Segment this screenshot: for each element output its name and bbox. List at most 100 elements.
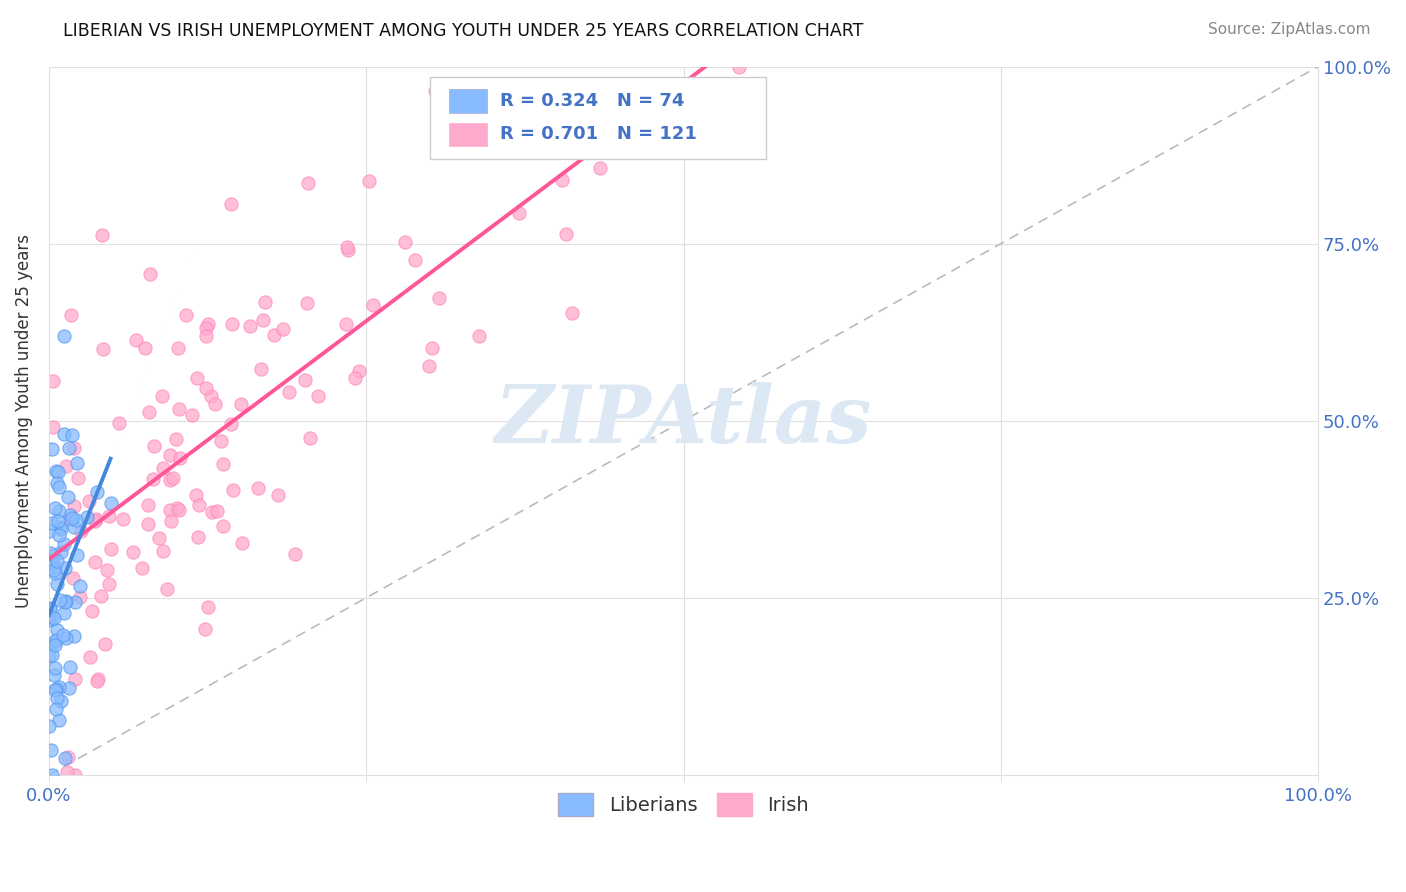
Point — [307, 389, 329, 403]
Point — [155, 582, 177, 596]
Point — [96, 562, 118, 576]
Point — [52, 628, 75, 642]
Point — [167, 503, 190, 517]
Point — [294, 373, 316, 387]
Point — [62, 571, 84, 585]
Point — [298, 431, 321, 445]
Point — [44, 548, 66, 562]
Point — [221, 483, 243, 497]
Point — [150, 389, 173, 403]
Point — [205, 504, 228, 518]
Point — [63, 441, 86, 455]
Point — [90, 589, 112, 603]
Point — [79, 494, 101, 508]
Point — [69, 590, 91, 604]
Point — [197, 318, 219, 332]
Point — [143, 439, 166, 453]
Point — [46, 554, 69, 568]
Point — [278, 384, 301, 399]
Point — [42, 563, 65, 577]
Point — [41, 768, 63, 782]
Point — [55, 631, 77, 645]
Point — [42, 374, 65, 388]
Point — [166, 341, 188, 355]
Point — [58, 490, 80, 504]
Point — [159, 514, 181, 528]
Point — [41, 648, 63, 663]
Point — [86, 673, 108, 688]
Text: LIBERIAN VS IRISH UNEMPLOYMENT AMONG YOUTH UNDER 25 YEARS CORRELATION CHART: LIBERIAN VS IRISH UNEMPLOYMENT AMONG YOU… — [63, 22, 863, 40]
Point — [49, 522, 72, 536]
Point — [134, 341, 156, 355]
Point — [39, 546, 62, 560]
Point — [49, 694, 72, 708]
Point — [44, 682, 66, 697]
Point — [60, 308, 83, 322]
Point — [55, 593, 77, 607]
Point — [58, 660, 80, 674]
Point — [418, 359, 440, 374]
Point — [45, 632, 67, 647]
Point — [39, 612, 62, 626]
Point — [38, 607, 60, 622]
Point — [209, 434, 232, 448]
Point — [60, 511, 83, 525]
Point — [508, 206, 530, 220]
Point — [76, 510, 98, 524]
Point — [271, 321, 294, 335]
Point — [45, 624, 67, 638]
Point — [100, 541, 122, 556]
Point — [420, 342, 443, 356]
Point — [53, 560, 76, 574]
Point — [63, 595, 86, 609]
Point — [45, 464, 67, 478]
Point — [38, 719, 60, 733]
Legend: Liberians, Irish: Liberians, Irish — [548, 783, 818, 825]
Point — [48, 680, 70, 694]
Point — [38, 602, 60, 616]
Point — [343, 371, 366, 385]
Point — [534, 112, 557, 127]
Point — [94, 637, 117, 651]
Point — [211, 518, 233, 533]
Point — [361, 298, 384, 312]
Point — [589, 161, 612, 175]
Point — [195, 321, 218, 335]
Point — [252, 312, 274, 326]
Point — [53, 751, 76, 765]
Point — [174, 308, 197, 322]
Point — [184, 488, 207, 502]
FancyBboxPatch shape — [430, 78, 766, 159]
Point — [42, 610, 65, 624]
FancyBboxPatch shape — [449, 122, 486, 146]
Point — [41, 442, 63, 456]
Point — [152, 460, 174, 475]
Point — [249, 361, 271, 376]
Point — [728, 60, 751, 74]
Point — [200, 389, 222, 403]
Point — [53, 537, 76, 551]
Point — [111, 511, 134, 525]
Point — [55, 458, 77, 473]
Point — [58, 508, 80, 523]
Point — [246, 481, 269, 495]
Point — [221, 318, 243, 332]
Point — [46, 465, 69, 479]
Point — [66, 457, 89, 471]
Point — [165, 432, 187, 446]
Point — [48, 713, 70, 727]
Text: ZIPAtlas: ZIPAtlas — [495, 382, 872, 459]
Point — [69, 524, 91, 538]
Point — [404, 253, 426, 268]
Point — [84, 514, 107, 528]
Point — [49, 545, 72, 559]
Point — [82, 604, 104, 618]
Point — [38, 613, 60, 627]
Point — [48, 504, 70, 518]
Point — [79, 649, 101, 664]
Point — [69, 579, 91, 593]
Point — [39, 742, 62, 756]
Point — [38, 649, 60, 664]
Point — [159, 448, 181, 462]
Point — [166, 500, 188, 515]
